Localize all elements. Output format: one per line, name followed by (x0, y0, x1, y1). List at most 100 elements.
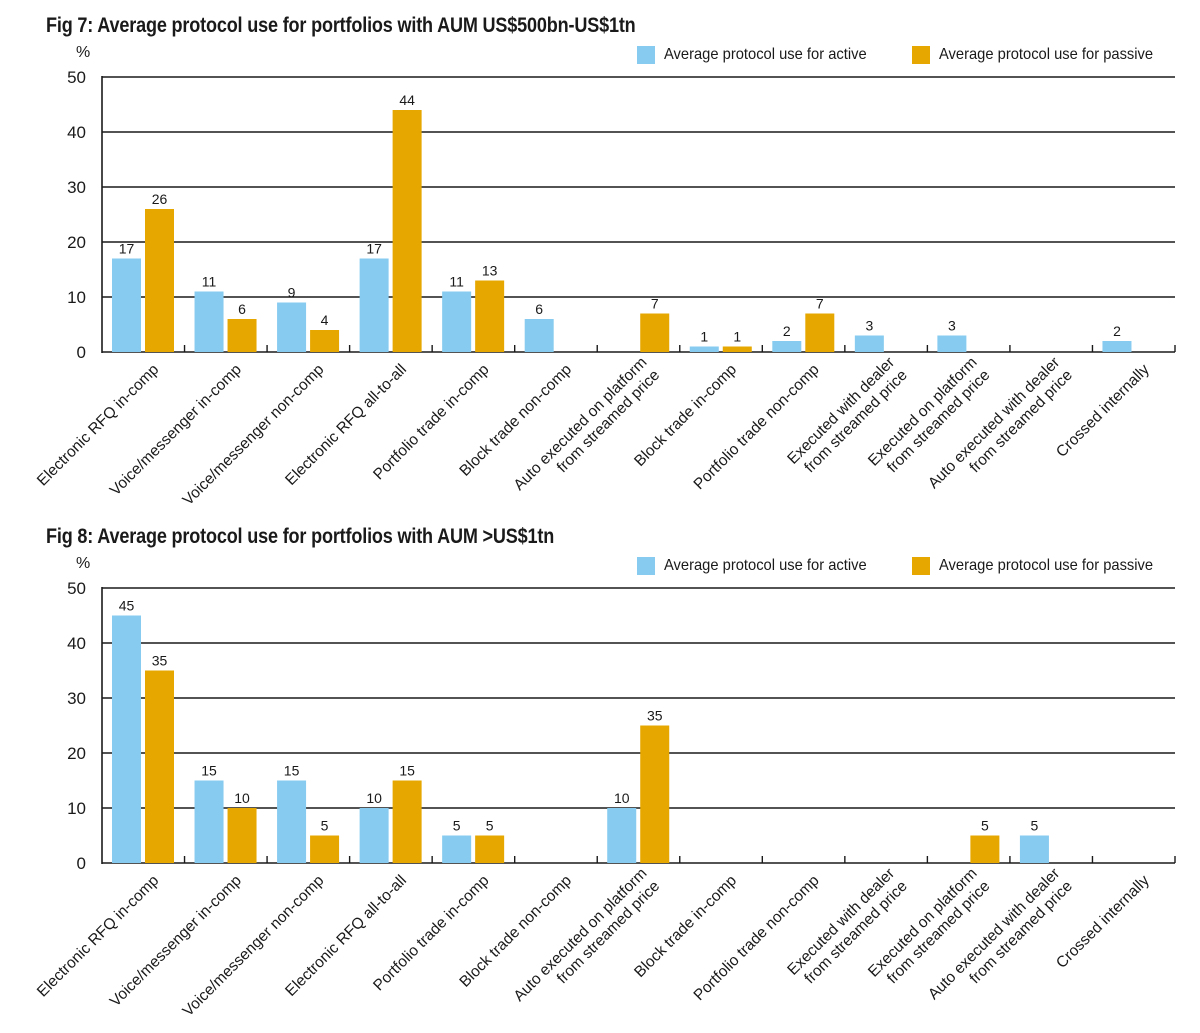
legend-item-passive: Average protocol use for passive (912, 46, 1172, 64)
data-label: 26 (152, 191, 168, 207)
legend: Average protocol use for active Average … (609, 46, 1172, 64)
bar-passive (970, 835, 1000, 863)
legend-label-passive: Average protocol use for passive (939, 46, 1154, 63)
data-label: 35 (647, 708, 663, 724)
legend-swatch-active (636, 557, 655, 575)
data-label: 5 (453, 818, 461, 834)
data-label: 5 (486, 818, 494, 834)
y-tick-label: 50 (67, 68, 86, 87)
bar-passive (640, 313, 670, 352)
bar-active (359, 258, 389, 352)
x-tick-label: Auto executed on platformfrom streamed p… (511, 865, 664, 1018)
data-label: 13 (482, 263, 498, 279)
data-label: 35 (152, 653, 168, 669)
bar-active (689, 346, 719, 352)
bar-active (772, 341, 802, 352)
data-label: 11 (202, 274, 217, 290)
data-label: 17 (366, 241, 382, 257)
y-tick-label: 40 (67, 634, 86, 653)
legend-swatch-passive (912, 557, 931, 575)
bar-active (442, 291, 472, 352)
bar-active (194, 780, 224, 863)
data-label: 3 (948, 318, 956, 334)
data-label: 5 (981, 818, 989, 834)
x-tick-label: Voice/messenger non-comp (180, 872, 328, 1020)
bar-passive (392, 780, 422, 863)
legend-swatch-passive (912, 46, 931, 64)
legend-item-active: Average protocol use for active (636, 557, 884, 575)
chart-title: Fig 8: Average protocol use for portfoli… (46, 525, 555, 548)
bar-active (937, 335, 967, 352)
x-tick-label: Voice/messenger in-comp (107, 361, 245, 499)
data-label: 1 (700, 329, 708, 345)
chart-title: Fig 7: Average protocol use for portfoli… (46, 14, 636, 37)
legend-label-passive: Average protocol use for passive (939, 557, 1154, 574)
data-label: 10 (234, 790, 250, 806)
y-tick-label: 40 (67, 123, 86, 142)
bar-active (277, 302, 307, 352)
legend-item-passive: Average protocol use for passive (912, 557, 1172, 575)
x-tick-label: Auto executed on platformfrom streamed p… (511, 354, 664, 507)
bar-active (1019, 835, 1049, 863)
y-tick-label: 0 (77, 854, 86, 873)
bar-passive (227, 808, 257, 863)
y-tick-label: 30 (67, 689, 86, 708)
y-axis-unit-label: % (76, 44, 91, 61)
data-label: 15 (284, 763, 300, 779)
data-label: 6 (238, 301, 246, 317)
bar-passive (145, 209, 174, 352)
legend-swatch-active (636, 46, 655, 64)
bar-passive (310, 330, 340, 352)
bar-passive (392, 110, 422, 352)
y-axis-unit-label: % (76, 555, 91, 572)
bar-active (607, 808, 637, 863)
data-label: 45 (119, 598, 135, 614)
data-label: 9 (288, 285, 296, 301)
y-tick-label: 50 (67, 579, 86, 598)
bar-passive (722, 346, 752, 352)
data-label: 2 (1113, 323, 1121, 339)
bar-active (194, 291, 224, 352)
bar-active (277, 780, 307, 863)
y-tick-label: 10 (67, 288, 86, 307)
bar-passive (805, 313, 835, 352)
data-label: 6 (535, 301, 543, 317)
legend-label-active: Average protocol use for active (663, 46, 867, 63)
bar-passive (310, 835, 340, 863)
data-label: 10 (366, 790, 382, 806)
data-label: 1 (733, 329, 741, 345)
y-tick-label: 10 (67, 799, 86, 818)
legend-item-active: Average protocol use for active (636, 46, 884, 64)
data-label: 4 (321, 312, 329, 328)
bar-active (359, 808, 389, 863)
data-label: 2 (783, 323, 791, 339)
y-tick-label: 0 (77, 343, 86, 362)
data-label: 11 (449, 274, 464, 290)
data-label: 15 (399, 763, 415, 779)
bar-passive (475, 835, 505, 863)
data-label: 3 (865, 318, 873, 334)
x-tick-label: Voice/messenger in-comp (107, 872, 245, 1010)
bar-active (442, 835, 472, 863)
data-label: 10 (614, 790, 630, 806)
data-label: 5 (1031, 818, 1039, 834)
data-label: 7 (651, 296, 659, 312)
bar-active (112, 615, 141, 863)
bar-active (1102, 341, 1132, 352)
bar-active (112, 258, 141, 352)
data-label: 7 (816, 296, 824, 312)
bar-active (854, 335, 884, 352)
y-tick-label: 30 (67, 178, 86, 197)
bar-passive (227, 319, 257, 352)
legend: Average protocol use for active Average … (609, 557, 1172, 575)
data-label: 15 (201, 763, 217, 779)
bar-passive (145, 670, 174, 863)
bar-passive (640, 725, 670, 863)
x-tick-label: Voice/messenger non-comp (180, 361, 328, 509)
data-label: 17 (119, 241, 135, 257)
y-tick-label: 20 (67, 744, 86, 763)
y-tick-label: 20 (67, 233, 86, 252)
bar-active (524, 319, 554, 352)
